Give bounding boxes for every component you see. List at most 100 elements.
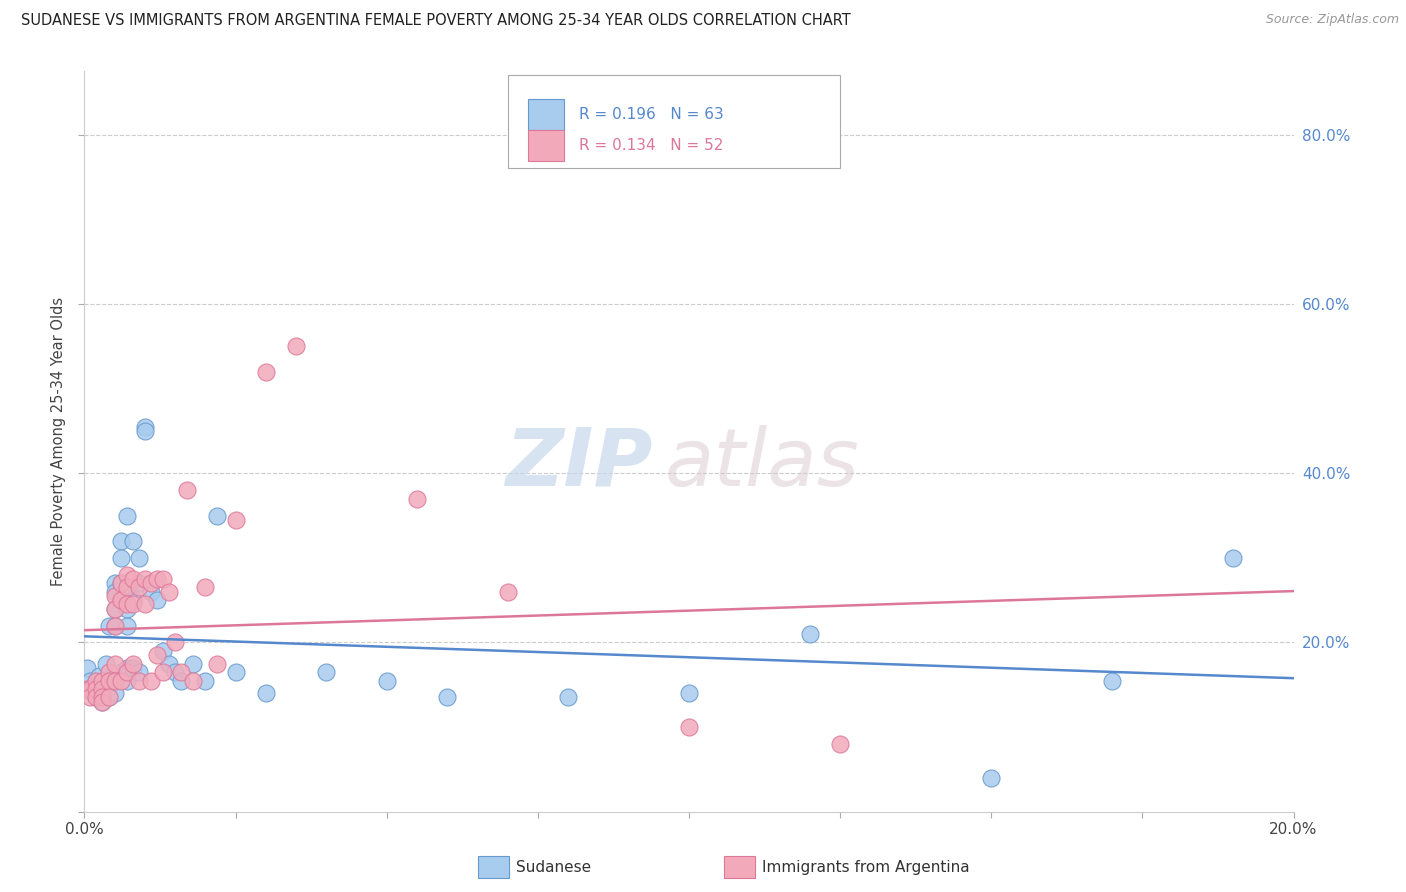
Point — [110, 593, 132, 607]
Point — [375, 673, 398, 688]
Point — [91, 681, 114, 696]
Point — [97, 618, 120, 632]
Point — [678, 686, 700, 700]
Point — [194, 673, 217, 688]
Point — [134, 572, 156, 586]
Point — [86, 686, 108, 700]
Point — [97, 690, 120, 705]
Point — [181, 673, 204, 688]
Point — [79, 681, 101, 696]
Point — [146, 572, 169, 586]
Point — [1222, 550, 1244, 565]
Point — [1101, 673, 1123, 688]
Point — [104, 584, 127, 599]
Point — [121, 657, 143, 671]
Point — [110, 576, 132, 591]
Point — [157, 584, 180, 599]
Point — [110, 673, 132, 688]
Y-axis label: Female Poverty Among 25-34 Year Olds: Female Poverty Among 25-34 Year Olds — [51, 297, 66, 586]
Point — [115, 618, 138, 632]
Point — [152, 644, 174, 658]
Point — [170, 673, 193, 688]
Point — [799, 627, 821, 641]
Point — [104, 669, 127, 683]
Point — [91, 681, 114, 696]
Text: R = 0.196   N = 63: R = 0.196 N = 63 — [579, 107, 724, 122]
Point — [830, 737, 852, 751]
Point — [207, 508, 229, 523]
Point — [97, 673, 120, 688]
Point — [89, 669, 111, 683]
Point — [104, 618, 127, 632]
Point — [121, 598, 143, 612]
Point — [194, 581, 217, 595]
Point — [157, 657, 180, 671]
Point — [115, 581, 138, 595]
Point — [104, 686, 127, 700]
FancyBboxPatch shape — [508, 75, 841, 168]
Point — [86, 690, 108, 705]
Point — [678, 720, 700, 734]
Point — [225, 665, 247, 679]
Point — [254, 365, 277, 379]
Point — [225, 513, 247, 527]
Point — [496, 584, 519, 599]
FancyBboxPatch shape — [529, 99, 564, 130]
Point — [86, 690, 108, 705]
Point — [104, 576, 127, 591]
Point — [115, 673, 138, 688]
Point — [104, 601, 127, 615]
Point — [315, 665, 337, 679]
Point — [110, 533, 132, 548]
Point — [207, 657, 229, 671]
Point — [91, 673, 114, 688]
Point — [86, 681, 108, 696]
Point — [170, 665, 193, 679]
Text: SUDANESE VS IMMIGRANTS FROM ARGENTINA FEMALE POVERTY AMONG 25-34 YEAR OLDS CORRE: SUDANESE VS IMMIGRANTS FROM ARGENTINA FE… — [21, 13, 851, 29]
Point — [79, 673, 101, 688]
Point — [82, 686, 104, 700]
Point — [97, 690, 120, 705]
Point — [285, 339, 308, 353]
Point — [134, 419, 156, 434]
Point — [980, 771, 1002, 785]
Point — [152, 665, 174, 679]
Point — [104, 618, 127, 632]
Point — [115, 665, 138, 679]
Point — [91, 695, 114, 709]
Point — [110, 576, 132, 591]
Point — [128, 665, 150, 679]
Text: Immigrants from Argentina: Immigrants from Argentina — [762, 860, 970, 874]
Point — [104, 589, 127, 603]
Point — [115, 661, 138, 675]
Point — [436, 690, 458, 705]
Text: ZIP: ZIP — [505, 425, 652, 503]
Text: R = 0.134   N = 52: R = 0.134 N = 52 — [579, 137, 723, 153]
Point — [134, 424, 156, 438]
Point — [76, 661, 98, 675]
Point — [97, 665, 120, 679]
Point — [104, 673, 127, 688]
Point — [165, 665, 187, 679]
Point — [91, 673, 114, 688]
Text: atlas: atlas — [665, 425, 859, 503]
Point — [86, 681, 108, 696]
Point — [115, 508, 138, 523]
Point — [121, 593, 143, 607]
Point — [121, 572, 143, 586]
Point — [110, 665, 132, 679]
Point — [115, 567, 138, 582]
Point — [110, 550, 132, 565]
Point — [181, 657, 204, 671]
Point — [115, 584, 138, 599]
Point — [139, 584, 162, 599]
Point — [86, 673, 108, 688]
Point — [91, 690, 114, 705]
Point — [139, 673, 162, 688]
Point — [152, 572, 174, 586]
Point — [146, 593, 169, 607]
Point — [79, 681, 101, 696]
Point — [91, 690, 114, 705]
Point — [406, 491, 429, 506]
Point — [91, 686, 114, 700]
